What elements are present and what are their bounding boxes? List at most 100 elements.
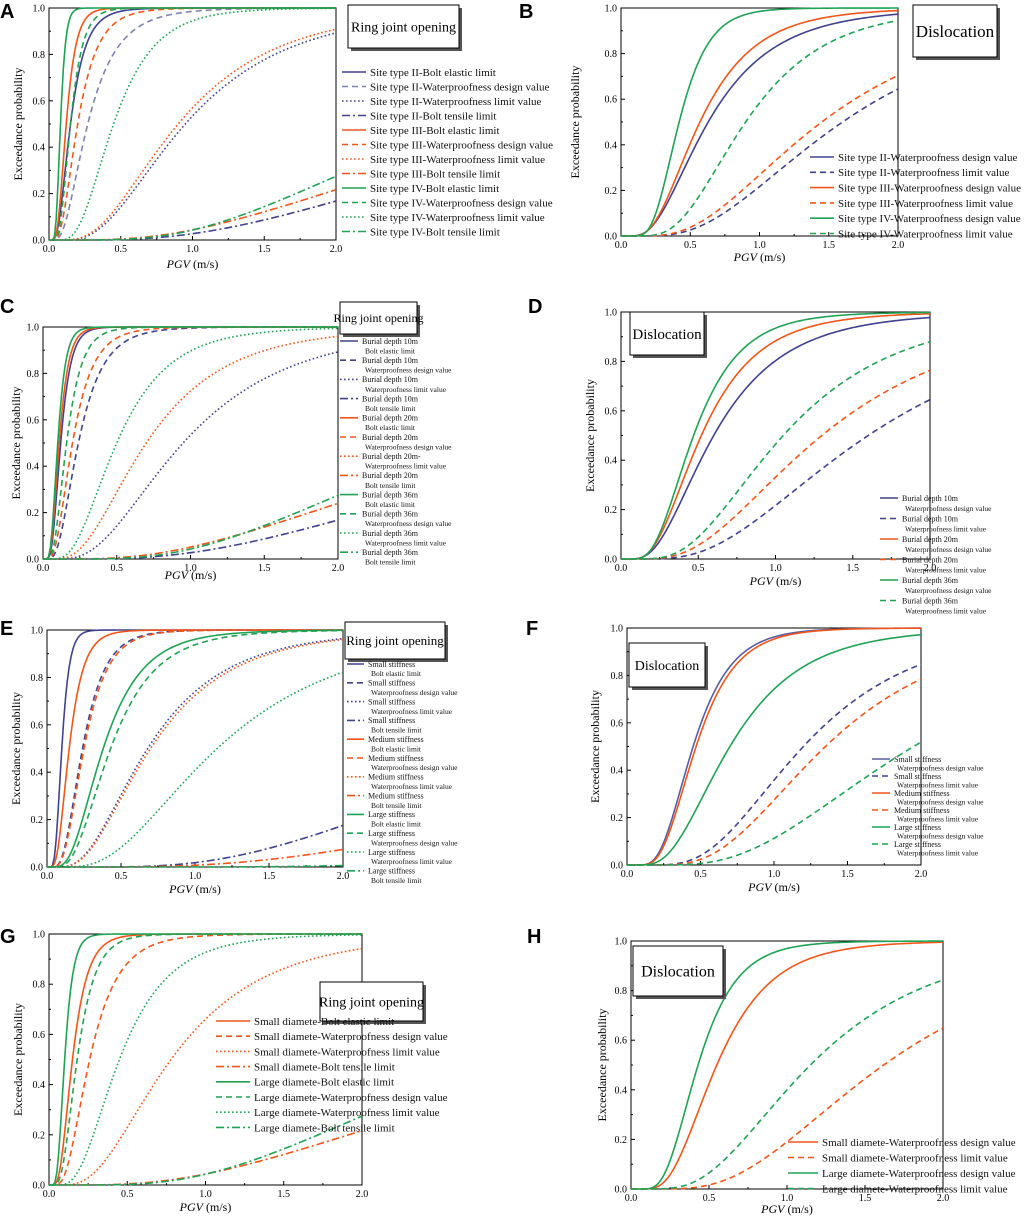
legend-label: Site type III-Waterproofness design valu…	[838, 182, 1021, 194]
panel-letter: D	[528, 296, 542, 318]
series-line	[49, 32, 336, 241]
series-line	[43, 326, 338, 560]
legend-label: Site type III-Bolt tensile limit	[370, 168, 500, 180]
chart-title: Dislocation	[641, 964, 715, 981]
legend-sublabel: Bolt elastic limit	[365, 423, 416, 432]
chart-title: Dislocation	[916, 22, 995, 41]
plot-frame	[42, 326, 339, 560]
x-tick-label: 2.0	[332, 563, 345, 574]
series-line	[49, 933, 362, 1186]
chart-title: Ring joint opening	[334, 311, 424, 325]
legend-label: Large diamete-Waterproofness design valu…	[254, 1092, 448, 1104]
y-axis-title: Exceedance probability	[568, 66, 582, 179]
x-tick-label: 1.5	[263, 871, 276, 882]
series-line	[621, 312, 930, 560]
legend-label: Small stiffness	[368, 660, 415, 669]
x-axis-variable: PGV	[179, 1200, 205, 1214]
y-tick-label: 1.0	[611, 624, 624, 635]
x-tick-label: 0.0	[625, 1193, 638, 1204]
legend-label: Medium stiffness	[894, 789, 950, 798]
legend-label: Burial depth 20m	[362, 414, 419, 423]
y-tick-label: 1.0	[605, 4, 618, 15]
legend-label: Burial depth 10m	[362, 356, 419, 365]
y-axis-title: Exceedance probability	[11, 68, 25, 181]
series-line	[43, 326, 338, 560]
series-line	[47, 629, 343, 868]
legend-label: Burial depth 36m	[902, 596, 959, 605]
y-axis-title: Exceedance probability	[9, 692, 23, 805]
legend-label: Burial depth 10m	[362, 375, 419, 384]
legend-sublabel: Waterproofness limit value	[371, 707, 453, 716]
legend-label: Burial depth 20m	[902, 555, 959, 564]
y-tick-label: 0.6	[611, 718, 624, 729]
y-axis-title: Exceedance probability	[595, 1009, 609, 1122]
legend-label: Site type III-Waterproofness design valu…	[370, 139, 553, 151]
legend-sublabel: Waterproofness limit value	[905, 566, 987, 575]
legend-sublabel: Bolt tensile limit	[371, 876, 422, 885]
y-tick-label: 0.6	[33, 1030, 46, 1041]
y-tick-label: 0.8	[605, 357, 618, 368]
y-tick-label: 0.4	[605, 456, 618, 467]
x-tick-label: 0.5	[692, 563, 705, 574]
y-tick-label: 0.8	[605, 49, 618, 60]
legend-sublabel: Bolt tensile limit	[365, 404, 416, 413]
title-box	[629, 311, 705, 356]
legend-sublabel: Waterproofness limit value	[371, 782, 453, 791]
x-tick-label: 1.5	[278, 1189, 291, 1200]
x-axis-unit: (m/s)	[188, 568, 216, 582]
x-tick-label: 0.0	[615, 563, 628, 574]
legend-sublabel: Waterproofness limit value	[905, 525, 987, 534]
series-line	[43, 327, 338, 560]
x-tick-label: 1.5	[258, 563, 271, 574]
x-axis-variable: PGV	[168, 882, 194, 896]
x-axis-unit: (m/s)	[771, 880, 799, 894]
y-tick-label: 0.4	[27, 462, 40, 473]
legend-sublabel: Waterproofness limit value	[897, 848, 979, 857]
x-tick-label: 1.0	[753, 240, 766, 251]
legend-label: Large diamete-Bolt elastic limit	[254, 1077, 394, 1089]
x-tick-label: 2.0	[330, 244, 343, 255]
series-line	[49, 28, 336, 241]
legend-label: Site type II-Waterproofness limit value	[838, 167, 1010, 179]
legend-label: Large diamete-Waterproofness limit value	[822, 1183, 1008, 1195]
series-line	[47, 629, 343, 868]
x-axis-unit: (m/s)	[192, 882, 220, 896]
y-tick-label: 0.0	[33, 236, 46, 247]
plot-frame	[48, 7, 337, 241]
legend-label: Large diamete-Waterproofness design valu…	[822, 1168, 1016, 1180]
x-axis-title: PGV (m/s)	[164, 568, 217, 582]
legend-sublabel: Waterproofness design value	[365, 366, 452, 375]
x-tick-label: 1.0	[189, 871, 202, 882]
series-line	[621, 369, 930, 560]
legend-label: Burial depth 36m	[362, 529, 419, 538]
chart-title: Ring joint opening	[319, 995, 424, 1010]
legend-label: Large diamete-Bolt tensile limit	[254, 1122, 395, 1134]
panel-letter: E	[0, 618, 13, 640]
legend-label: Burial depth 36m	[362, 490, 419, 499]
x-tick-label: 0.0	[621, 869, 634, 880]
series-line	[627, 633, 921, 866]
legend-sublabel: Waterproofness limit value	[371, 857, 453, 866]
title-box	[912, 4, 998, 58]
x-axis-title: PGV (m/s)	[747, 880, 800, 894]
panel-letter: H	[527, 926, 541, 948]
legend-label: Site type II-Bolt elastic limit	[370, 67, 496, 79]
series-line	[43, 351, 338, 560]
series-line	[631, 941, 943, 1190]
panel-letter: G	[0, 926, 16, 948]
legend-label: Site type III-Bolt elastic limit	[370, 125, 500, 137]
title-box	[347, 4, 460, 49]
legend-label: Small diamete-Waterproofness design valu…	[254, 1031, 448, 1043]
y-tick-label: 0.0	[615, 1185, 628, 1196]
chart-title: Ring joint opening	[346, 633, 444, 648]
series-line	[621, 13, 898, 237]
series-line	[49, 7, 336, 241]
y-tick-label: 0.2	[605, 505, 618, 516]
legend-sublabel: Waterproofness limit value	[897, 780, 979, 789]
series-line	[621, 311, 930, 560]
legend-label: Burial depth 36m	[902, 576, 959, 585]
series-line	[43, 326, 338, 560]
y-tick-label: 0.8	[611, 671, 624, 682]
